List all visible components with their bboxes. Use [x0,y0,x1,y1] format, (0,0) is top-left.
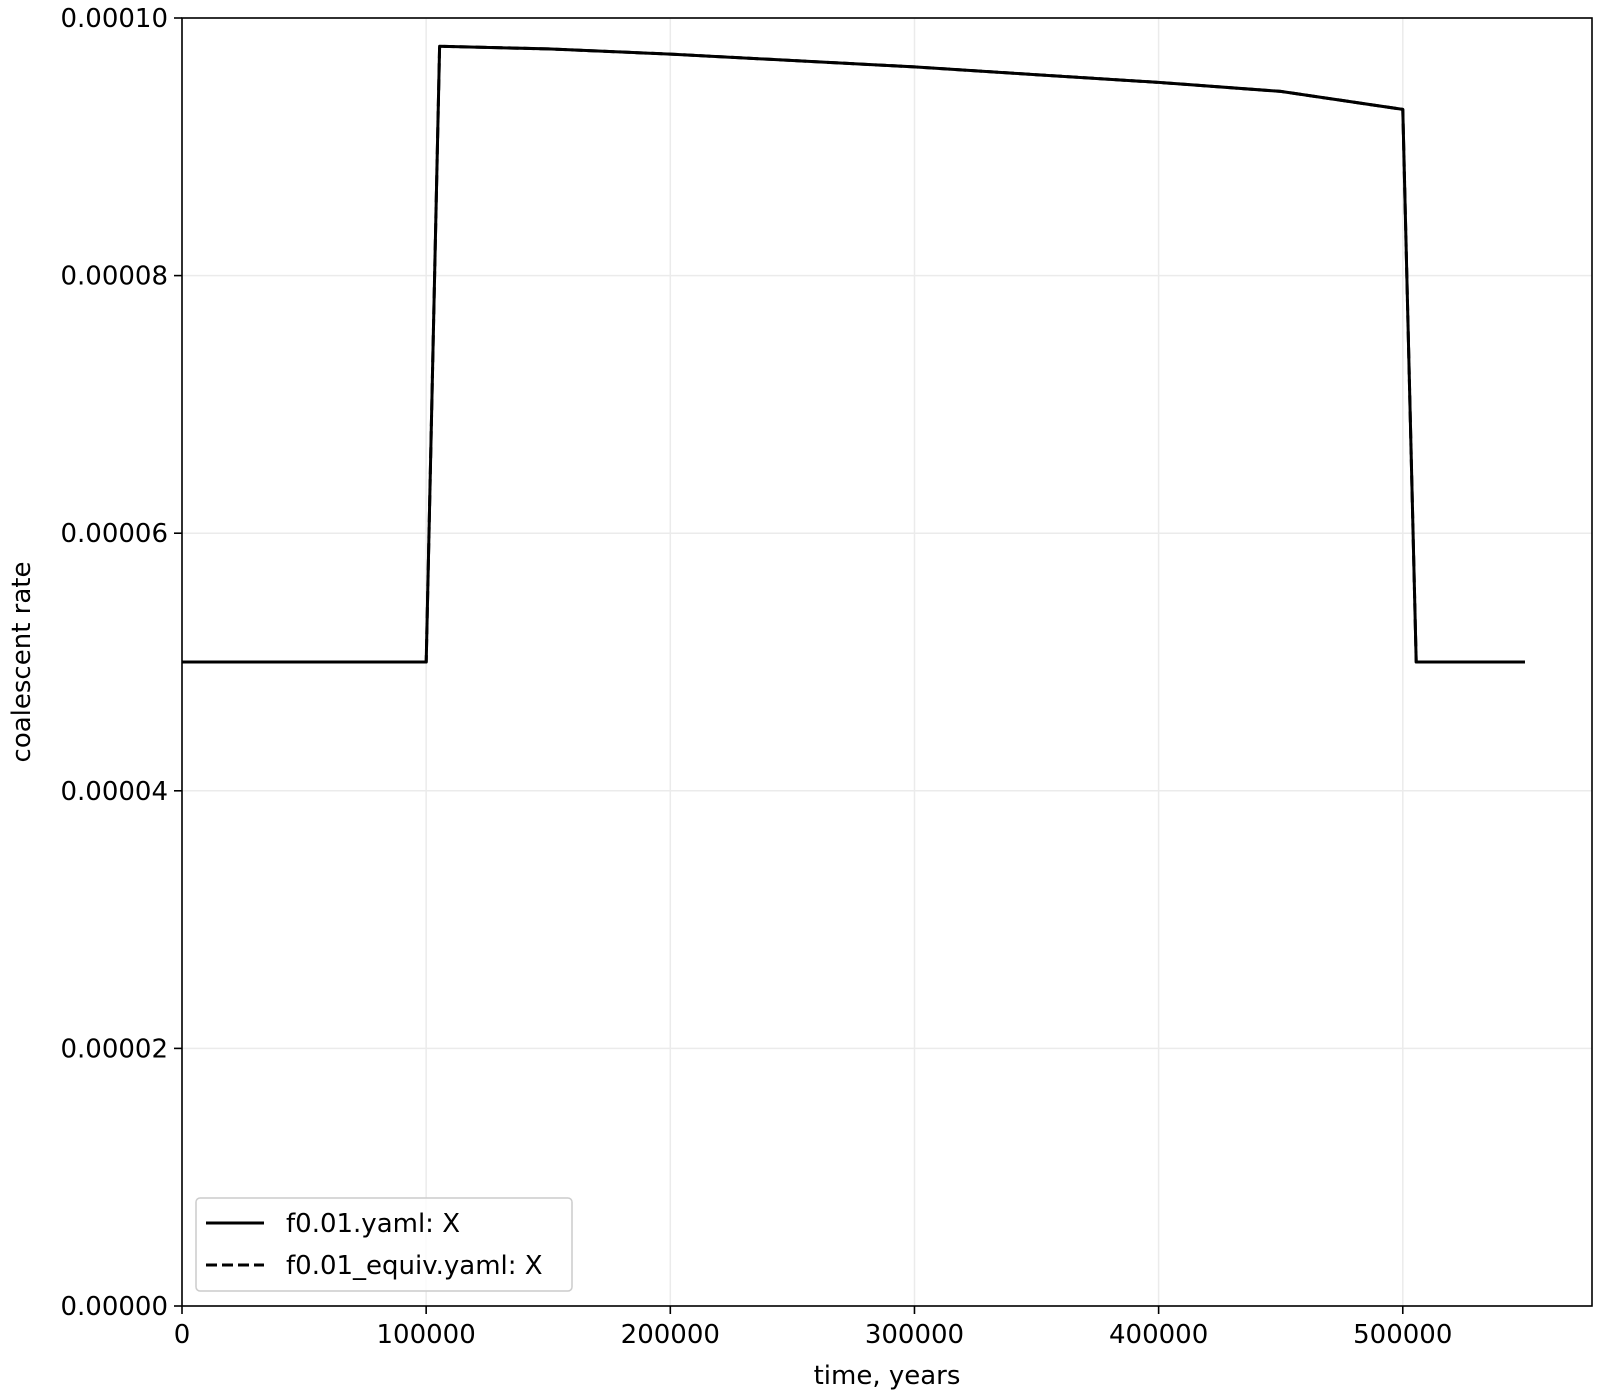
y-tick-label: 0.00008 [60,262,168,292]
legend: f0.01.yaml: X f0.01_equiv.yaml: X [195,1197,573,1292]
x-tick-label: 300000 [865,1320,964,1350]
x-tick-label: 200000 [621,1320,720,1350]
legend-label-f0-01: f0.01.yaml: X [286,1209,460,1239]
y-axis-ticks: 0.00000 0.00002 0.00004 0.00006 0.00008 0.000… [60,4,182,1322]
plot-area-frame [181,17,1593,1307]
x-tick-label: 400000 [1109,1320,1208,1350]
y-tick-label: 0.00010 [60,4,168,34]
x-tick-label: 100000 [377,1320,476,1350]
x-tick-label: 500000 [1353,1320,1452,1350]
y-tick-label: 0.00002 [60,1034,168,1064]
x-axis-label: time, years [814,1361,961,1391]
legend-label-f0-01-equiv: f0.01_equiv.yaml: X [286,1251,543,1281]
y-axis-label: coalescent rate [7,562,37,763]
series-lines [182,44,1525,664]
legend-box [195,1197,573,1292]
x-tick-label: 0 [174,1320,191,1350]
y-tick-label: 0.00004 [60,777,168,807]
x-axis-ticks: 0 100000 200000 300000 400000 500000 [174,1306,1452,1350]
y-tick-label: 0.00006 [60,519,168,549]
y-tick-label: 0.00000 [60,1292,168,1322]
series-line-dashed [182,44,1525,664]
